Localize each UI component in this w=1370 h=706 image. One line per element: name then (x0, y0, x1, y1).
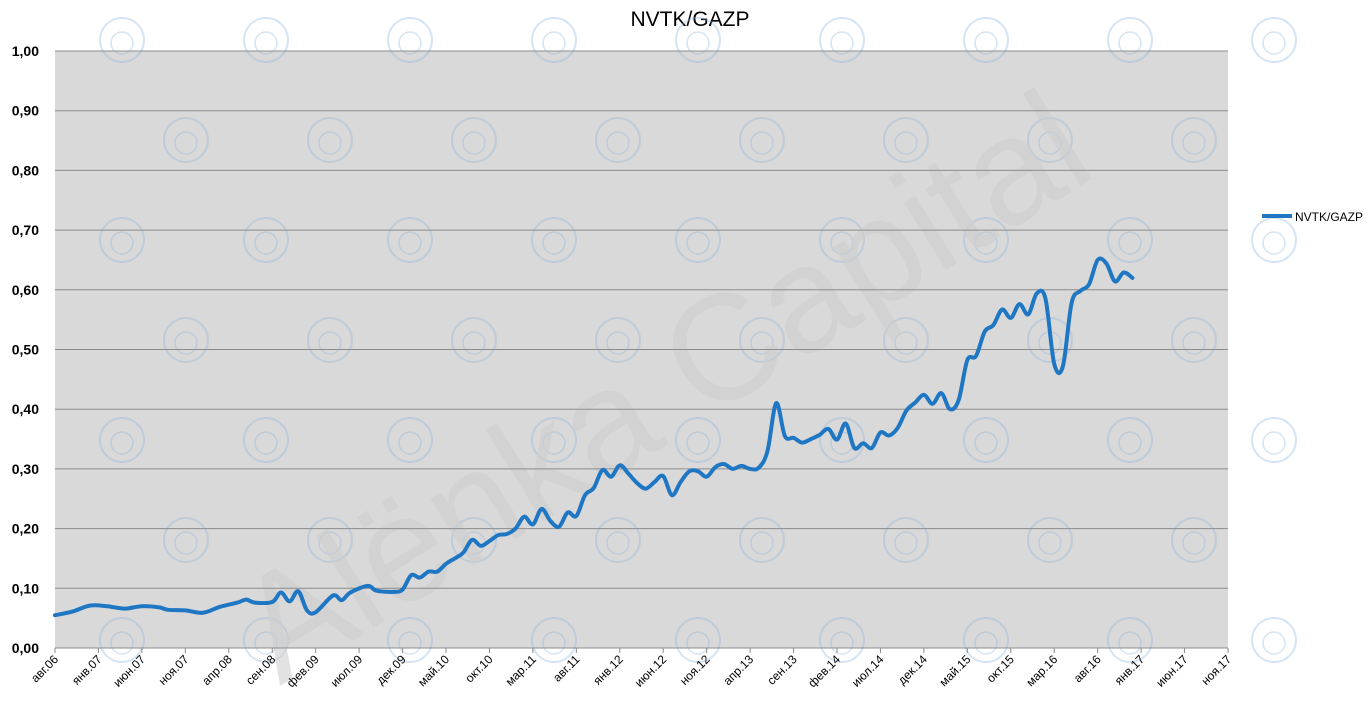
watermark-logo (531, 217, 577, 263)
watermark-logo (675, 217, 721, 263)
y-tick-label: 0,60 (12, 282, 39, 298)
watermark-logo (739, 317, 785, 363)
x-tick-label: май.15 (936, 652, 973, 689)
watermark-logo (1107, 417, 1153, 463)
x-tick-label: мар.16 (1023, 652, 1060, 689)
y-tick-label: 0,30 (12, 461, 39, 477)
x-tick-label: апр.13 (721, 652, 757, 688)
watermark-logo (451, 317, 497, 363)
watermark-logo (819, 217, 865, 263)
watermark-logo (739, 117, 785, 163)
x-tick-label: дек.14 (895, 652, 930, 687)
watermark-logo (163, 317, 209, 363)
x-tick-label: июн.12 (632, 652, 670, 690)
watermark-logo (1027, 517, 1073, 563)
x-axis-ticks: авг.06 янв.07 июн.07 ноя.07 апр.08 сен.08 фев.… (28, 648, 1234, 690)
legend: NVTK/GAZP (1262, 210, 1363, 224)
watermark-logo (883, 517, 929, 563)
x-tick-label: авг.11 (550, 652, 583, 685)
watermark-logo (963, 617, 1009, 663)
watermark-logo (531, 617, 577, 663)
watermark-logo (1107, 17, 1153, 63)
watermark-logo (387, 17, 433, 63)
legend-label: NVTK/GAZP (1295, 210, 1363, 224)
y-tick-label: 0,40 (12, 401, 39, 417)
watermark-logo (1251, 217, 1297, 263)
watermark-logo (243, 617, 289, 663)
watermark-logo (307, 317, 353, 363)
x-tick-label: фев.14 (805, 652, 843, 690)
watermark-logo (99, 17, 145, 63)
watermark-logo (883, 317, 929, 363)
y-tick-label: 0,70 (12, 222, 39, 238)
y-tick-label: 0,00 (12, 640, 39, 656)
y-axis-ticks: 0,00 0,10 0,20 0,30 0,40 0,50 0,60 0,70 0,80 0,90… (12, 43, 39, 656)
y-tick-label: 0,10 (12, 580, 39, 596)
watermark-logo (1107, 217, 1153, 263)
x-tick-label: ноя.12 (677, 652, 713, 688)
watermark-logo (1251, 17, 1297, 63)
watermark-logo (819, 17, 865, 63)
watermark-logo (531, 417, 577, 463)
watermark-logo (307, 117, 353, 163)
watermark-logo (675, 417, 721, 463)
watermark-logo (739, 517, 785, 563)
watermark-logo (243, 17, 289, 63)
x-tick-label: июн.07 (111, 652, 149, 690)
watermark-logo (963, 217, 1009, 263)
y-tick-label: 0,20 (12, 521, 39, 537)
watermark-logo (1171, 117, 1217, 163)
watermark-logo (243, 417, 289, 463)
y-tick-label: 0,80 (12, 162, 39, 178)
watermark-logo (1027, 117, 1073, 163)
watermark-logo (163, 117, 209, 163)
watermark-logo (819, 617, 865, 663)
x-tick-label: мар.11 (503, 652, 540, 689)
x-tick-label: июн.17 (1153, 652, 1191, 690)
watermark-logo (99, 217, 145, 263)
watermark-logo (963, 417, 1009, 463)
watermark-logo (595, 117, 641, 163)
watermark-logo (307, 517, 353, 563)
y-tick-label: 1,00 (12, 43, 39, 59)
series-line (53, 256, 1135, 618)
watermark-logo (451, 117, 497, 163)
x-tick-label: сен.13 (764, 652, 800, 688)
watermark-logo (387, 417, 433, 463)
watermark-logo (387, 217, 433, 263)
x-tick-label: янв.07 (69, 652, 105, 688)
x-tick-label: окт.10 (462, 652, 495, 685)
watermark-logo (99, 417, 145, 463)
x-tick-label: май.10 (415, 652, 452, 689)
watermark-logo (883, 117, 929, 163)
watermark-logo (1251, 617, 1297, 663)
watermark-logo (531, 17, 577, 63)
watermark-logo (675, 617, 721, 663)
x-tick-label: ноя.17 (1198, 652, 1234, 688)
watermark-logo (595, 517, 641, 563)
watermark-logo (163, 517, 209, 563)
watermark-logo (595, 317, 641, 363)
x-tick-label: ноя.07 (156, 652, 192, 688)
gridlines (55, 50, 1228, 649)
watermark-logo (243, 217, 289, 263)
y-tick-label: 0,50 (12, 342, 39, 358)
x-tick-label: янв.12 (590, 652, 626, 688)
watermark-logo (387, 617, 433, 663)
x-tick-label: авг.16 (1071, 652, 1104, 685)
watermark-logo (99, 617, 145, 663)
y-tick-label: 0,90 (12, 103, 39, 119)
watermark-logo (1171, 517, 1217, 563)
x-tick-label: авг.06 (28, 652, 61, 685)
series-layer (53, 256, 1135, 618)
watermark-logo (1171, 317, 1217, 363)
watermark-logo (1251, 417, 1297, 463)
x-tick-label: апр.08 (199, 652, 235, 688)
watermark-logo (1107, 617, 1153, 663)
watermark-logo (963, 17, 1009, 63)
chart-title: NVTK/GAZP (630, 8, 749, 31)
watermark-logo (675, 17, 721, 63)
